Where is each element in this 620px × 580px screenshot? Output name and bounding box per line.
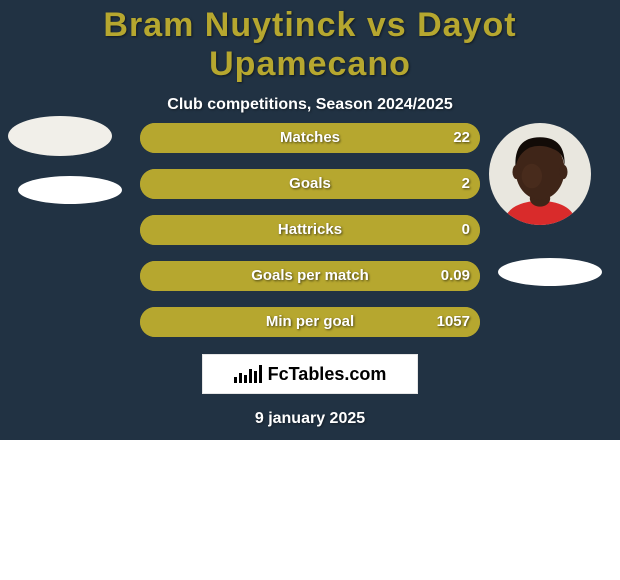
page-title: Bram Nuytinck vs Dayot Upamecano bbox=[0, 0, 620, 84]
stat-bar-value-player2: 0 bbox=[462, 215, 470, 245]
stat-bar: Goals2 bbox=[140, 169, 480, 199]
player1-avatar-placeholder bbox=[8, 116, 112, 156]
player2-avatar bbox=[489, 123, 591, 230]
brand-badge: FcTables.com bbox=[202, 354, 418, 394]
stat-bar: Hattricks0 bbox=[140, 215, 480, 245]
player2-avatar-image bbox=[489, 123, 591, 225]
stat-bar-value-player2: 2 bbox=[462, 169, 470, 199]
date-label: 9 january 2025 bbox=[0, 410, 620, 428]
subtitle: Club competitions, Season 2024/2025 bbox=[0, 96, 620, 114]
stat-bar-value-player2: 0.09 bbox=[441, 261, 470, 291]
stat-bar-value-player2: 1057 bbox=[437, 307, 470, 337]
player2-name-pill bbox=[498, 258, 602, 286]
stat-bar-label: Goals per match bbox=[140, 261, 480, 291]
stat-bar-value-player2: 22 bbox=[453, 123, 470, 153]
stat-bar: Min per goal1057 bbox=[140, 307, 480, 337]
player1-name-pill bbox=[18, 176, 122, 204]
stat-bar-label: Hattricks bbox=[140, 215, 480, 245]
stat-bar-label: Min per goal bbox=[140, 307, 480, 337]
brand-chart-icon bbox=[234, 365, 262, 383]
stat-bar: Matches22 bbox=[140, 123, 480, 153]
brand-text: FcTables.com bbox=[268, 364, 387, 385]
stat-bar: Goals per match0.09 bbox=[140, 261, 480, 291]
stat-bar-label: Goals bbox=[140, 169, 480, 199]
stat-bars: Matches22 Goals2 Hattricks0 Goals per match… bbox=[140, 123, 480, 353]
player2-portrait-icon bbox=[489, 123, 591, 225]
comparison-card: Bram Nuytinck vs Dayot Upamecano Club co… bbox=[0, 0, 620, 440]
stat-bar-label: Matches bbox=[140, 123, 480, 153]
player1-avatar bbox=[8, 116, 112, 161]
